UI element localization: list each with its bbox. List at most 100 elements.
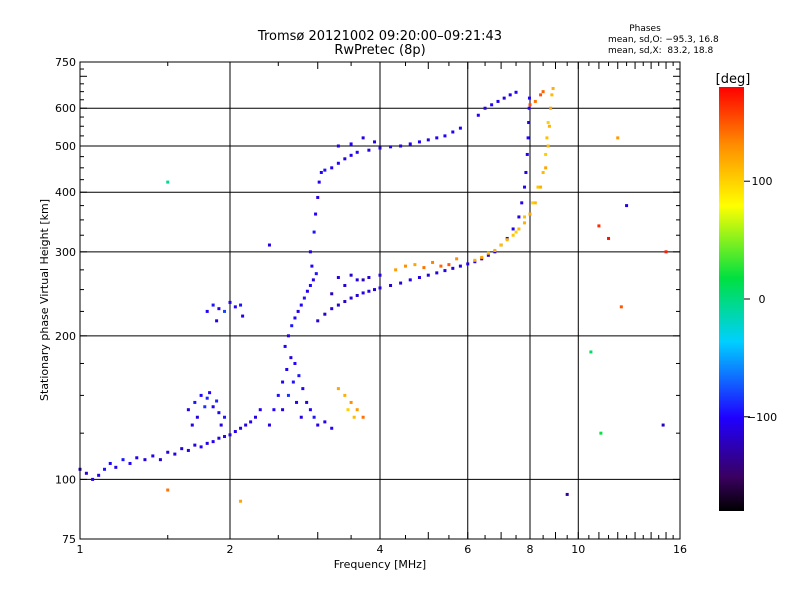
data-point [422,266,426,270]
x-tick-label: 1 [77,543,84,556]
data-point [343,393,347,397]
data-point [399,144,403,148]
data-point [599,431,603,435]
x-tick-label: 4 [377,543,384,556]
data-point [480,255,484,259]
colorbar [719,87,744,511]
phases-panel-x-line: mean, sd,X: 83.2, 18.8 [608,46,714,56]
data-point [97,473,101,477]
data-point [208,391,212,395]
data-point [291,380,295,384]
data-point [443,134,447,138]
data-point [389,283,393,287]
data-point [378,286,382,290]
data-point [343,157,347,161]
data-point [361,415,365,419]
data-point [258,408,262,412]
data-point [103,467,107,471]
data-point [205,441,209,445]
data-point [158,458,162,462]
data-point [499,243,503,247]
data-point [286,334,290,338]
data-point [349,153,353,157]
data-point [458,264,462,268]
data-point [399,281,403,285]
y-tick-label: 100 [55,473,76,486]
data-point [223,435,227,439]
data-point [228,433,232,437]
data-point [541,90,545,94]
data-point [466,262,470,266]
data-point [361,278,365,282]
data-point [205,396,209,400]
data-point [186,408,190,412]
colorbar-ticks: 100 0 −100 [744,175,777,424]
data-point [528,212,532,216]
data-point [239,303,243,307]
data-point [361,136,365,140]
data-point [508,93,512,97]
data-point [330,292,334,296]
data-point [228,300,232,304]
data-point [527,96,531,100]
data-point [283,344,287,348]
data-point [239,426,243,430]
data-point [312,230,316,234]
data-point [417,276,421,280]
chart-title: Tromsø 20121002 09:20:00–09:21:43 [257,29,502,44]
data-point [316,319,320,323]
data-point [349,142,353,146]
data-point [597,224,601,228]
data-point [128,461,132,465]
data-point [135,456,139,460]
data-point [408,278,412,282]
data-point [589,350,593,354]
y-axis-ticks: 75 100 200 300 400 500 600 750 [55,56,680,546]
data-point [527,121,531,125]
data-point [349,273,353,277]
data-point [525,152,529,156]
data-point [661,423,665,427]
data-point [550,93,554,97]
data-point [476,113,480,117]
data-point [664,250,668,254]
data-point [199,393,203,397]
y-tick-label: 750 [55,56,76,69]
data-point [355,408,359,412]
x-axis-ticks: 1 2 4 6 8 10 16 [77,62,687,556]
data-point [524,170,528,174]
data-point [544,166,548,170]
data-point [349,400,353,404]
y-tick-label: 300 [55,246,76,259]
data-point [289,356,293,360]
data-point [523,215,527,219]
y-tick-label: 600 [55,102,76,115]
data-point [517,215,521,219]
x-tick-label: 2 [227,543,234,556]
data-point [413,263,417,267]
data-point [355,293,359,297]
data-point [308,283,312,287]
data-point [343,283,347,287]
data-point [517,227,521,231]
data-point [490,103,494,107]
data-point [367,148,371,152]
data-point [316,195,320,199]
data-point [281,380,285,384]
data-point [607,236,611,240]
data-point [166,450,170,454]
data-point [496,99,500,103]
data-point [297,374,301,378]
data-point [295,400,299,404]
data-point [536,185,540,189]
data-point [533,201,537,205]
data-point [439,264,443,268]
data-point [253,415,257,419]
data-point [451,130,455,134]
data-point [308,408,312,412]
data-point [526,136,530,140]
data-point [547,124,551,128]
data-point [346,408,350,412]
x-axis-label: Frequency [MHz] [334,558,426,571]
